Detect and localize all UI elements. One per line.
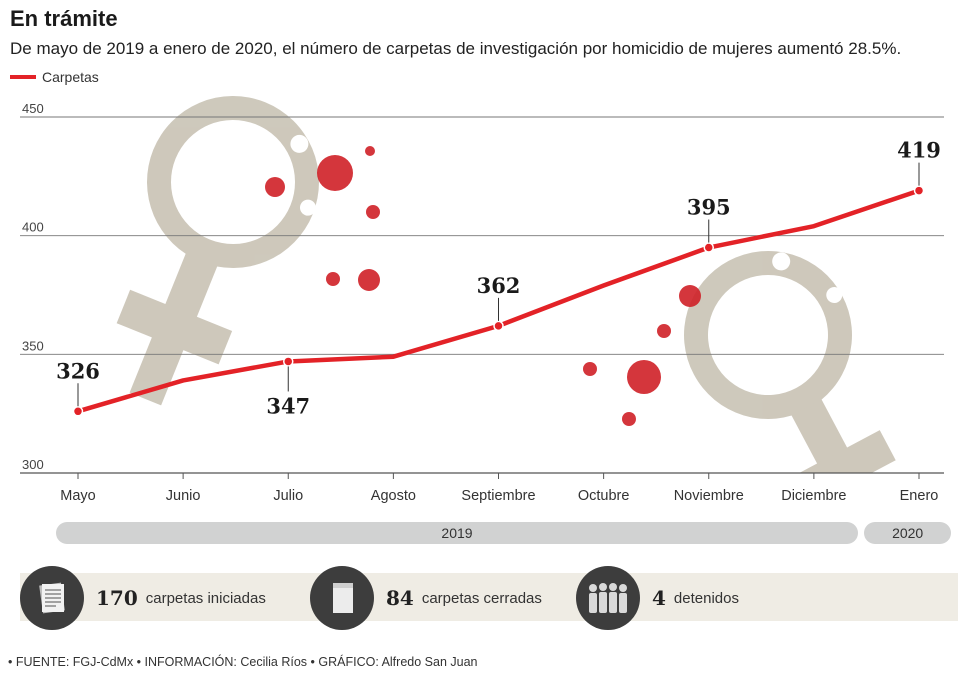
year-bar-2019: 2019 bbox=[56, 522, 859, 544]
data-point bbox=[72, 406, 84, 417]
stat-label: carpetas iniciadas bbox=[145, 589, 266, 607]
stat-label: carpetas cerradas bbox=[421, 589, 542, 607]
data-point bbox=[703, 242, 714, 253]
legend-label: Carpetas bbox=[42, 69, 99, 85]
line-chart: 300 350 400 450 326 347 362 395 419 Mayo Junio Ju… bbox=[20, 96, 944, 504]
chart-subtitle: De mayo de 2019 a enero de 2020, el núme… bbox=[10, 39, 902, 58]
legend-swatch bbox=[10, 75, 36, 79]
folder-icon bbox=[310, 566, 374, 630]
blood-drop bbox=[627, 360, 661, 394]
stat-detenidos: 4 detenidos bbox=[576, 566, 739, 630]
blood-drop bbox=[365, 146, 375, 156]
blood-drop bbox=[583, 362, 597, 376]
data-point bbox=[913, 185, 925, 196]
x-axis: Mayo Junio Julio Agosto Septiembre Octubre Nov… bbox=[60, 473, 938, 504]
series-layer bbox=[72, 185, 925, 417]
data-point bbox=[283, 356, 294, 367]
chart-title: En trámite bbox=[10, 6, 118, 31]
stat-carpetas-iniciadas: 170 carpetas iniciadas bbox=[20, 566, 266, 630]
x-tick-label: Agosto bbox=[371, 488, 416, 504]
blood-drop bbox=[657, 324, 671, 338]
blood-drop bbox=[679, 285, 701, 307]
x-tick-label: Mayo bbox=[60, 488, 95, 504]
data-label: 419 bbox=[897, 138, 941, 163]
blood-drop bbox=[326, 272, 340, 286]
year-bar-2020: 2020 bbox=[864, 522, 951, 544]
stat-value: 170 bbox=[96, 586, 138, 610]
blood-drop bbox=[622, 412, 636, 426]
blood-drop bbox=[366, 205, 380, 219]
data-point bbox=[493, 320, 504, 332]
stat-carpetas-cerradas: 84 carpetas cerradas bbox=[310, 566, 542, 630]
venus-notch bbox=[299, 199, 316, 216]
venus-stem bbox=[791, 399, 892, 473]
stats-band bbox=[20, 573, 958, 621]
venus-notch bbox=[772, 252, 791, 271]
y-tick-label: 350 bbox=[22, 338, 44, 353]
x-tick-label: Septiembre bbox=[461, 488, 535, 504]
x-tick-label: Diciembre bbox=[781, 488, 846, 504]
decorative-blood-drops bbox=[265, 146, 701, 426]
venus-crossbar bbox=[116, 289, 233, 365]
legend: Carpetas bbox=[10, 69, 99, 85]
decorative-venus-symbols bbox=[116, 96, 896, 473]
x-tick-label: Enero bbox=[900, 488, 939, 504]
stat-value: 84 bbox=[386, 586, 414, 610]
data-label: 395 bbox=[687, 195, 731, 220]
venus-ring bbox=[147, 96, 319, 268]
blood-drop bbox=[265, 177, 285, 197]
venus-crossbar bbox=[784, 430, 896, 473]
stat-value: 4 bbox=[652, 586, 666, 610]
data-label: 326 bbox=[56, 358, 100, 383]
x-tick-label: Junio bbox=[166, 488, 201, 504]
venus-symbol-right bbox=[684, 251, 896, 473]
y-tick-label: 300 bbox=[22, 457, 44, 472]
y-tick-label: 450 bbox=[22, 101, 44, 116]
x-tick-label: Noviembre bbox=[674, 488, 744, 504]
x-tick-label: Julio bbox=[273, 488, 303, 504]
people-icon bbox=[576, 566, 640, 630]
source-credits: • FUENTE: FGJ-CdMx • INFORMACIÓN: Cecili… bbox=[8, 655, 478, 669]
y-tick-label: 400 bbox=[22, 220, 44, 235]
venus-notch bbox=[290, 134, 309, 153]
blood-drop bbox=[317, 155, 353, 191]
data-label: 362 bbox=[477, 273, 521, 298]
data-labels: 326 347 362 395 419 bbox=[56, 138, 941, 419]
x-tick-label: Octubre bbox=[578, 488, 630, 504]
stat-label: detenidos bbox=[673, 589, 739, 607]
venus-notch bbox=[826, 287, 843, 304]
documents-icon bbox=[20, 566, 84, 630]
data-label: 347 bbox=[266, 393, 310, 418]
gridlines: 300 350 400 450 bbox=[20, 101, 944, 474]
venus-symbol-left bbox=[116, 96, 319, 406]
blood-drop bbox=[358, 269, 380, 291]
